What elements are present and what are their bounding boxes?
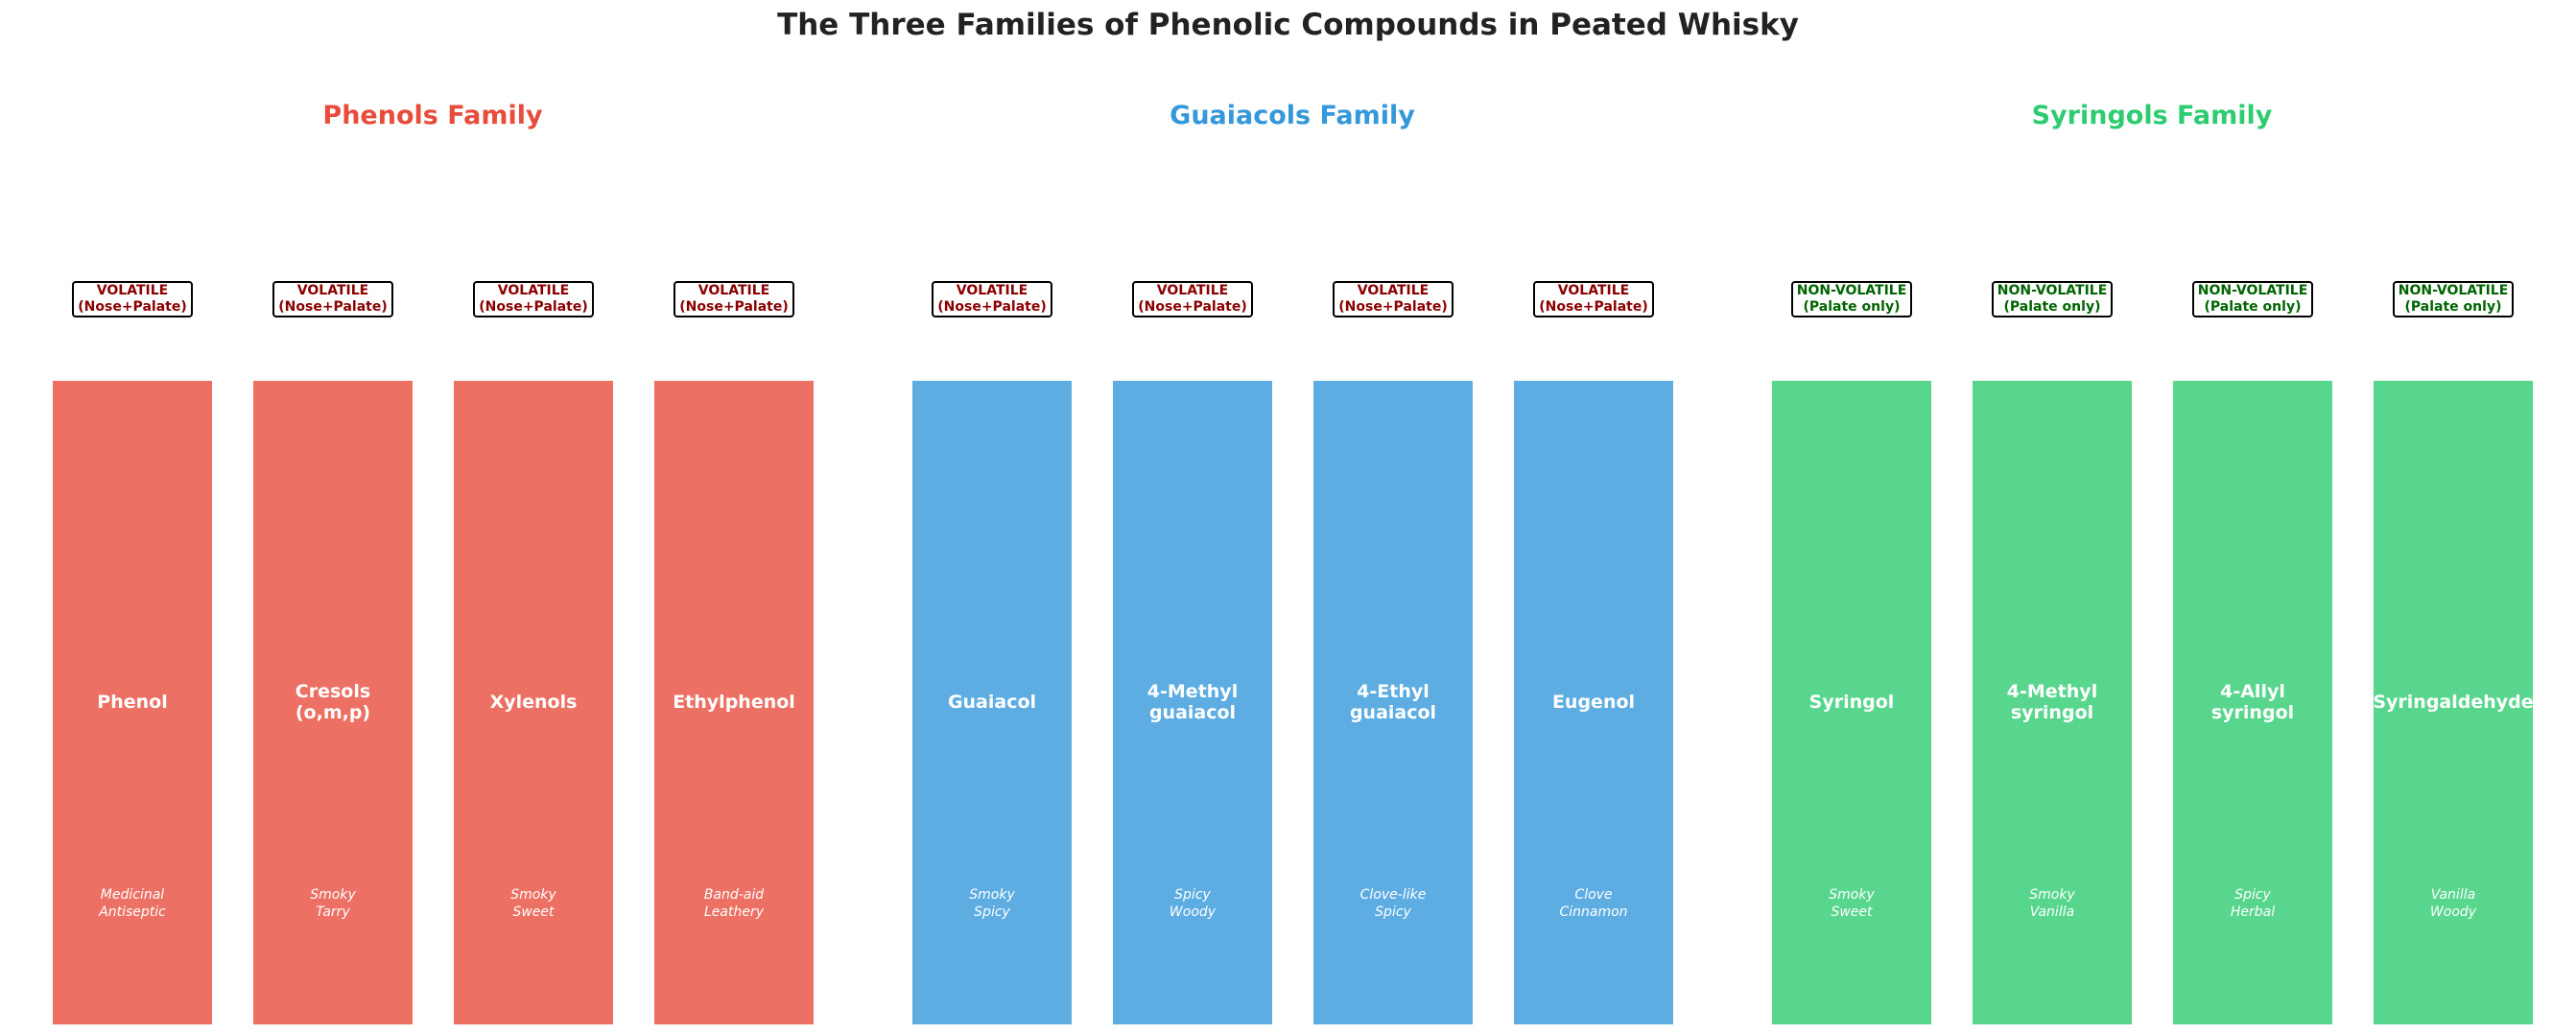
compound-bar: Xylenols Smoky Sweet <box>454 381 613 1024</box>
compound-name: 4-Methyl syringol <box>2006 681 2098 723</box>
compound-name: 4-Methyl guaiacol <box>1146 681 1239 723</box>
compound-name: Syringaldehyde <box>2373 692 2534 713</box>
compound-bar: Syringaldehyde Vanilla Woody <box>2373 381 2534 1024</box>
volatility-badge: NON-VOLATILE (Palate only) <box>1791 281 1912 317</box>
compound-bar: 4-Methyl guaiacol Spicy Woody <box>1113 381 1272 1024</box>
volatility-badge: VOLATILE (Nose+Palate) <box>272 281 393 317</box>
detection-label: (Nose+Palate) <box>1539 299 1648 315</box>
compound-name: Eugenol <box>1551 692 1636 713</box>
volatility-label: VOLATILE <box>296 283 369 298</box>
detection-label: (Nose+Palate) <box>937 299 1047 315</box>
compound-name: 4-Allyl syringol <box>2210 681 2295 723</box>
compound-name: Phenol <box>97 692 168 713</box>
flavor-notes: Smoky Spicy <box>969 887 1015 920</box>
compound-name: 4-Ethyl guaiacol <box>1349 681 1437 723</box>
compound-bar: 4-Methyl syringol Smoky Vanilla <box>1973 381 2132 1024</box>
detection-label: (Nose+Palate) <box>1138 299 1247 315</box>
compound-bar: Syringol Smoky Sweet <box>1772 381 1931 1024</box>
volatility-badge: VOLATILE (Nose+Palate) <box>1533 281 1654 317</box>
volatility-label: VOLATILE <box>96 283 169 298</box>
volatility-badge: NON-VOLATILE (Palate only) <box>2192 281 2313 317</box>
volatility-badge: VOLATILE (Nose+Palate) <box>674 281 794 317</box>
compound-name: Xylenols <box>489 692 578 713</box>
compound-name: Ethylphenol <box>673 692 795 713</box>
volatility-label: NON-VOLATILE <box>2197 283 2308 298</box>
diagram-title: The Three Families of Phenolic Compounds… <box>777 8 1799 42</box>
volatility-label: VOLATILE <box>1557 283 1630 298</box>
volatility-label: VOLATILE <box>697 283 770 298</box>
compound-bar: Phenol Medicinal Antiseptic <box>53 381 212 1024</box>
compound-bar: Cresols (o,m,p) Smoky Tarry <box>253 381 413 1024</box>
compound-name: Guaiacol <box>947 692 1037 713</box>
volatility-badge: VOLATILE (Nose+Palate) <box>473 281 594 317</box>
flavor-notes: Vanilla Woody <box>2429 887 2477 920</box>
detection-label: (Nose+Palate) <box>1338 299 1448 315</box>
volatility-label: NON-VOLATILE <box>1796 283 1907 298</box>
compound-bar: 4-Ethyl guaiacol Clove-like Spicy <box>1313 381 1473 1024</box>
flavor-notes: Smoky Tarry <box>310 887 356 920</box>
volatility-label: VOLATILE <box>956 283 1028 298</box>
compound-bar: Guaiacol Smoky Spicy <box>912 381 1072 1024</box>
flavor-notes: Medicinal Antiseptic <box>99 887 166 920</box>
flavor-notes: Smoky Sweet <box>510 887 556 920</box>
volatility-label: VOLATILE <box>1357 283 1430 298</box>
flavor-notes: Band-aid Leathery <box>703 887 765 920</box>
compound-bar: Ethylphenol Band-aid Leathery <box>654 381 814 1024</box>
volatility-badge: VOLATILE (Nose+Palate) <box>72 281 193 317</box>
compound-bar: Eugenol Clove Cinnamon <box>1514 381 1673 1024</box>
volatility-badge: VOLATILE (Nose+Palate) <box>932 281 1052 317</box>
volatility-label: NON-VOLATILE <box>1997 283 2108 298</box>
detection-label: (Nose+Palate) <box>278 299 388 315</box>
volatility-badge: NON-VOLATILE (Palate only) <box>1992 281 2113 317</box>
detection-label: (Palate only) <box>1803 299 1901 315</box>
detection-label: (Palate only) <box>2404 299 2502 315</box>
compound-name: Cresols (o,m,p) <box>295 681 371 723</box>
family-title: Guaiacols Family <box>1170 101 1415 130</box>
compound-name: Syringol <box>1808 692 1895 713</box>
flavor-notes: Smoky Vanilla <box>2029 887 2075 920</box>
volatility-label: NON-VOLATILE <box>2398 283 2509 298</box>
volatility-badge: NON-VOLATILE (Palate only) <box>2393 281 2514 317</box>
volatility-label: VOLATILE <box>497 283 570 298</box>
volatility-badge: VOLATILE (Nose+Palate) <box>1132 281 1253 317</box>
family-title: Syringols Family <box>2031 101 2273 130</box>
flavor-notes: Clove Cinnamon <box>1559 887 1628 920</box>
flavor-notes: Clove-like Spicy <box>1359 887 1427 920</box>
flavor-notes: Smoky Sweet <box>1829 887 1875 920</box>
volatility-label: VOLATILE <box>1156 283 1229 298</box>
detection-label: (Palate only) <box>2003 299 2101 315</box>
flavor-notes: Spicy Herbal <box>2230 887 2276 920</box>
compound-bar: 4-Allyl syringol Spicy Herbal <box>2173 381 2332 1024</box>
detection-label: (Palate only) <box>2204 299 2302 315</box>
flavor-notes: Spicy Woody <box>1169 887 1217 920</box>
detection-label: (Nose+Palate) <box>78 299 187 315</box>
volatility-badge: VOLATILE (Nose+Palate) <box>1333 281 1453 317</box>
detection-label: (Nose+Palate) <box>479 299 588 315</box>
family-title: Phenols Family <box>322 101 543 130</box>
detection-label: (Nose+Palate) <box>679 299 789 315</box>
